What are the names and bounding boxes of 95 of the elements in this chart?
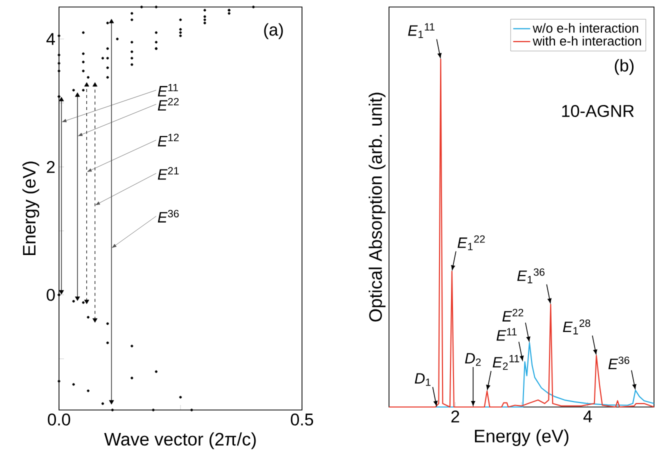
annotation: E$^{12}$ (158, 134, 179, 146)
annotation: 10-AGNR (562, 104, 634, 118)
point (190, 408, 193, 412)
point (228, 12, 230, 15)
x-tick-label: 2 (451, 410, 460, 422)
point (154, 40, 158, 44)
annotation: E$^{11}$ (158, 84, 178, 96)
y-axis-title: Energy (eV) (22, 162, 40, 256)
y-tick-label: 0 (46, 288, 55, 301)
point (82, 31, 85, 34)
annotation: E$^{36}$ (158, 210, 179, 222)
annotation: E$^{11}$ (496, 328, 517, 341)
annotation: E$^{36}$ (608, 356, 630, 370)
point (101, 402, 104, 405)
point (84, 300, 90, 304)
y-tick-label: 2 (46, 160, 55, 173)
point (130, 50, 134, 54)
point (154, 31, 158, 34)
point (130, 12, 134, 15)
point (75, 92, 80, 97)
annotation: (b) (614, 59, 634, 75)
point (75, 296, 80, 301)
point (116, 38, 119, 40)
point (204, 15, 206, 18)
y-tick-label: 4 (46, 33, 55, 45)
point (82, 301, 85, 304)
point (72, 300, 75, 303)
point (86, 390, 90, 392)
point (109, 400, 114, 404)
annotation: E$_{1}$36 (517, 268, 544, 284)
x-tick-label: 0.0 (48, 414, 70, 426)
point (58, 70, 60, 72)
point (179, 34, 182, 38)
point (58, 34, 60, 38)
point (82, 60, 85, 64)
point (130, 344, 134, 348)
annotation: D$_{2}$ (465, 353, 481, 366)
x-axis-title: Energy (eV) (474, 429, 568, 446)
point (204, 22, 206, 24)
point (58, 62, 60, 65)
point (204, 18, 206, 22)
point (140, 6, 143, 8)
point (204, 8, 206, 12)
point (179, 18, 182, 22)
point (106, 322, 109, 325)
point (130, 18, 134, 22)
point (72, 88, 75, 92)
x-tick-label: 0.5 (290, 414, 314, 426)
point (130, 56, 134, 60)
point (106, 76, 109, 79)
point (101, 56, 104, 60)
point (106, 22, 109, 24)
point (58, 380, 60, 383)
point (179, 31, 182, 34)
point (154, 6, 158, 8)
point (82, 70, 85, 72)
point (106, 342, 109, 344)
annotation: E$^{22}$ (158, 98, 179, 110)
point (111, 408, 114, 412)
point (130, 376, 134, 380)
y-axis-title: Optical Absorption (arb. unit) (368, 92, 386, 322)
annotation: D$_{1}$ (414, 373, 430, 386)
point (58, 290, 64, 294)
point (109, 18, 114, 24)
annotation: (a) (264, 23, 283, 40)
point (82, 88, 85, 92)
point (179, 396, 182, 398)
point (179, 28, 182, 31)
point (58, 96, 64, 102)
annotation: E$_{1}$28 (562, 320, 590, 334)
point (92, 318, 98, 323)
annotation: E$^{21}$ (158, 167, 179, 180)
point (106, 66, 109, 70)
x-axis-title: Wave vector (2π/c) (104, 432, 256, 450)
annotation: E$_{1}$11 (408, 23, 434, 38)
point (152, 408, 155, 412)
point (130, 63, 134, 66)
annotation: E$_{2}$11 (492, 354, 520, 370)
point (154, 370, 158, 373)
point (86, 316, 90, 319)
point (130, 40, 134, 44)
annotation: E$_{1}$22 (458, 235, 485, 250)
point (84, 82, 90, 87)
point (106, 47, 109, 50)
legend-label: with e-h interaction (532, 36, 641, 46)
point (82, 52, 85, 55)
point (58, 54, 60, 56)
point (72, 383, 75, 386)
legend-label: w/o e-h interaction (532, 23, 638, 33)
point (252, 6, 255, 8)
point (106, 56, 109, 60)
point (86, 76, 90, 79)
x-tick-label: 4 (583, 410, 592, 422)
annotation: E$^{22}$ (502, 308, 524, 322)
point (92, 82, 98, 87)
